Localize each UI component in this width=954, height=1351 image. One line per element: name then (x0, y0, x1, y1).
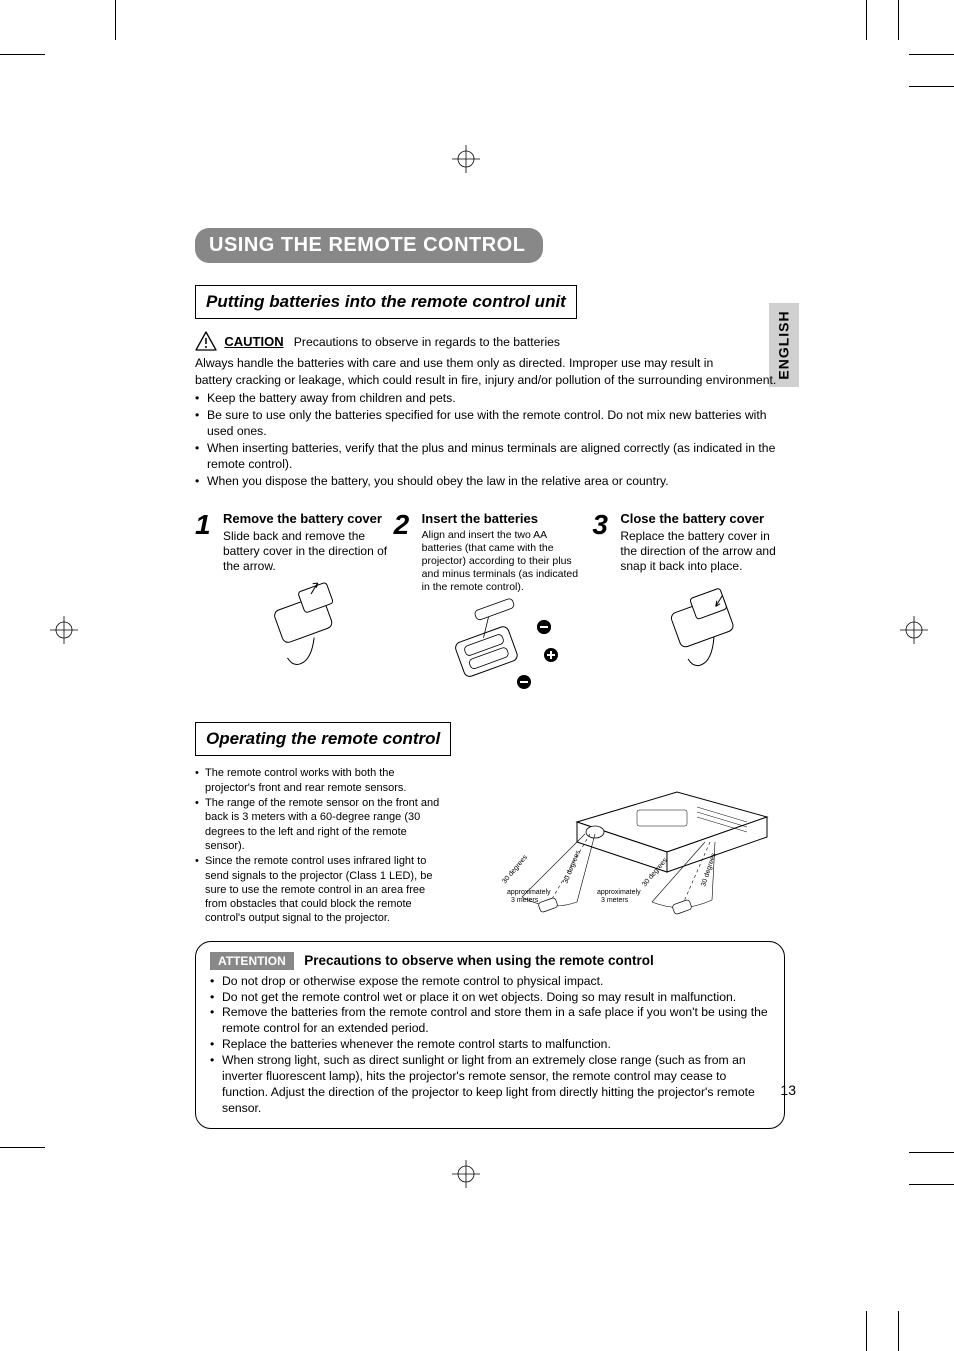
operating-bullet: The remote control works with both the p… (205, 766, 443, 795)
caution-bullets: •Keep the battery away from children and… (195, 390, 785, 489)
registration-mark-icon (50, 616, 78, 644)
caution-intro: Precautions to observe in regards to the… (294, 335, 560, 349)
crop-mark (898, 0, 899, 40)
caution-bullet: Keep the battery away from children and … (207, 390, 456, 406)
section-heading-box: Operating the remote control (195, 722, 451, 756)
section-heading: Operating the remote control (206, 729, 440, 749)
operating-row: •The remote control works with both the … (195, 766, 785, 926)
step-title: Remove the battery cover (223, 511, 388, 527)
step-title: Close the battery cover (620, 511, 785, 527)
page-content: USING THE REMOTE CONTROL Putting batteri… (195, 228, 785, 1129)
crop-mark (909, 86, 954, 87)
caution-label: CAUTION (224, 334, 283, 349)
crop-mark (115, 0, 116, 40)
steps-row: 1 Remove the battery cover Slide back an… (195, 511, 785, 692)
step-text: Replace the battery cover in the directi… (620, 529, 785, 574)
attention-bullet: Do not get the remote control wet or pla… (222, 990, 736, 1006)
attention-bullets: •Do not drop or otherwise expose the rem… (210, 974, 770, 1117)
caution-bullet: Be sure to use only the batteries specif… (207, 407, 785, 440)
crop-mark (0, 1147, 45, 1148)
caution-bullet: When you dispose the battery, you should… (207, 473, 669, 489)
distance-label: approximately3 meters (597, 889, 641, 904)
step-3: 3 Close the battery cover Replace the ba… (592, 511, 785, 692)
crop-mark (909, 1184, 954, 1185)
step-2: 2 Insert the batteries Align and insert … (394, 511, 587, 692)
operating-bullet: Since the remote control uses infrared l… (205, 854, 443, 925)
step-title: Insert the batteries (422, 511, 587, 527)
main-heading: USING THE REMOTE CONTROL (195, 228, 543, 263)
registration-mark-icon (452, 145, 480, 173)
operating-bullet: The range of the remote sensor on the fr… (205, 796, 443, 853)
step-number: 3 (592, 511, 614, 692)
caution-box: CAUTION Precautions to observe in regard… (195, 333, 785, 489)
page-number: 13 (780, 1082, 796, 1098)
caution-body-line: battery cracking or leakage, which could… (195, 372, 785, 388)
caution-body-line: Always handle the batteries with care an… (195, 356, 713, 370)
attention-bullet: When strong light, such as direct sunlig… (222, 1053, 770, 1116)
step-text: Slide back and remove the battery cover … (223, 529, 388, 574)
attention-title: Precautions to observe when using the re… (304, 953, 654, 968)
attention-bullet: Do not drop or otherwise expose the remo… (222, 974, 603, 990)
step-number: 2 (394, 511, 416, 692)
crop-mark (909, 1152, 954, 1153)
registration-mark-icon (452, 1160, 480, 1188)
operating-figure: 30 degrees 30 degrees 30 degrees 30 degr… (459, 766, 785, 926)
angle-label: 30 degrees (501, 853, 529, 885)
caution-bullet: When inserting batteries, verify that th… (207, 440, 785, 473)
crop-mark (866, 1311, 867, 1351)
section-heading-box: Putting batteries into the remote contro… (195, 285, 577, 319)
step-number: 1 (195, 511, 217, 692)
attention-bullet: Remove the batteries from the remote con… (222, 1005, 770, 1037)
warning-icon (195, 331, 217, 355)
attention-bullet: Replace the batteries whenever the remot… (222, 1037, 611, 1053)
step-2-figure (422, 602, 587, 692)
operating-bullets: •The remote control works with both the … (195, 766, 443, 926)
step-1: 1 Remove the battery cover Slide back an… (195, 511, 388, 692)
section-heading: Putting batteries into the remote contro… (206, 292, 566, 312)
attention-box: ATTENTION Precautions to observe when us… (195, 941, 785, 1130)
crop-mark (898, 1311, 899, 1351)
registration-mark-icon (900, 616, 928, 644)
attention-badge: ATTENTION (210, 952, 294, 970)
angle-label: 30 degrees (562, 849, 582, 885)
step-text: Align and insert the two AA batteries (t… (422, 529, 587, 595)
crop-mark (909, 54, 954, 55)
step-3-figure (620, 582, 785, 672)
step-1-figure (223, 582, 388, 672)
crop-mark (866, 0, 867, 40)
crop-mark (0, 54, 45, 55)
